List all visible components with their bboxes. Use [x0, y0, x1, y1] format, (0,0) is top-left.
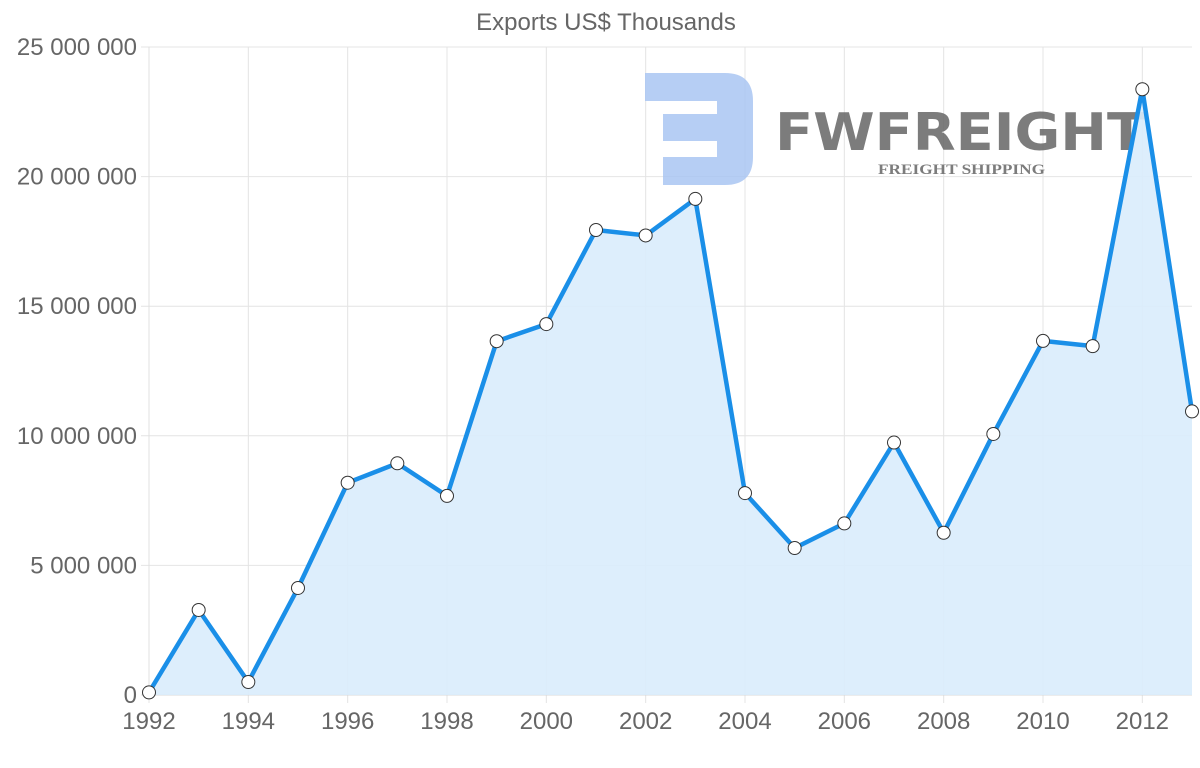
x-tick-label: 1992 [122, 708, 175, 735]
y-tick-label: 10 000 000 [17, 423, 137, 450]
series-line [147, 86, 1195, 694]
y-tick-label: 5 000 000 [30, 552, 137, 579]
data-point[interactable] [291, 580, 305, 595]
x-tick-label: 2008 [917, 708, 970, 735]
chart-title: Exports US$ Thousands [476, 9, 736, 36]
x-tick-label: 2000 [520, 708, 573, 735]
data-point[interactable] [638, 228, 653, 243]
x-tick-label: 2006 [818, 708, 871, 735]
data-point[interactable] [489, 334, 504, 349]
data-point[interactable] [440, 488, 454, 503]
watermark-tagline: FREIGHT SHIPPING [878, 162, 1045, 178]
fwfreight-logo-icon [645, 73, 753, 185]
fwfreight-watermark: FWFREIGHT FREIGHT SHIPPING [645, 73, 1146, 185]
area-fill [149, 89, 1192, 695]
x-tick-label: 1994 [222, 708, 275, 735]
x-tick-label: 2010 [1016, 708, 1069, 735]
data-point[interactable] [738, 486, 752, 501]
data-point[interactable] [241, 675, 256, 690]
data-point[interactable] [142, 685, 156, 700]
data-point[interactable] [390, 456, 405, 471]
y-tick-label: 15 000 000 [17, 293, 137, 320]
y-tick-label: 0 [124, 682, 137, 709]
data-point[interactable] [539, 317, 554, 332]
x-tick-label: 2012 [1116, 708, 1169, 735]
x-axis-labels: 1992 1994 1996 1998 2000 2002 2004 2006 2008 2010… [122, 708, 1169, 735]
data-point[interactable] [340, 475, 355, 490]
data-point[interactable] [1185, 404, 1199, 419]
y-tick-label: 25 000 000 [17, 34, 137, 61]
data-point[interactable] [887, 435, 901, 450]
data-point[interactable] [589, 222, 603, 237]
x-tick-label: 2002 [619, 708, 672, 735]
data-point[interactable] [1135, 82, 1150, 97]
x-tick-label: 2004 [718, 708, 771, 735]
y-axis-labels: 0 5 000 000 10 000 000 15 000 000 20 000 000… [17, 34, 137, 709]
y-tick-label: 20 000 000 [17, 164, 137, 191]
data-point[interactable] [837, 516, 852, 531]
watermark-brand: FWFREIGHT [775, 103, 1146, 163]
data-point[interactable] [986, 426, 1001, 441]
data-point[interactable] [936, 525, 951, 540]
series-exports [142, 82, 1199, 700]
data-point[interactable] [787, 541, 802, 556]
x-tick-label: 1996 [321, 708, 374, 735]
data-point[interactable] [1085, 339, 1100, 354]
data-point[interactable] [1036, 333, 1050, 348]
data-point[interactable] [191, 602, 206, 617]
data-point[interactable] [688, 191, 703, 206]
x-tick-label: 1998 [420, 708, 473, 735]
